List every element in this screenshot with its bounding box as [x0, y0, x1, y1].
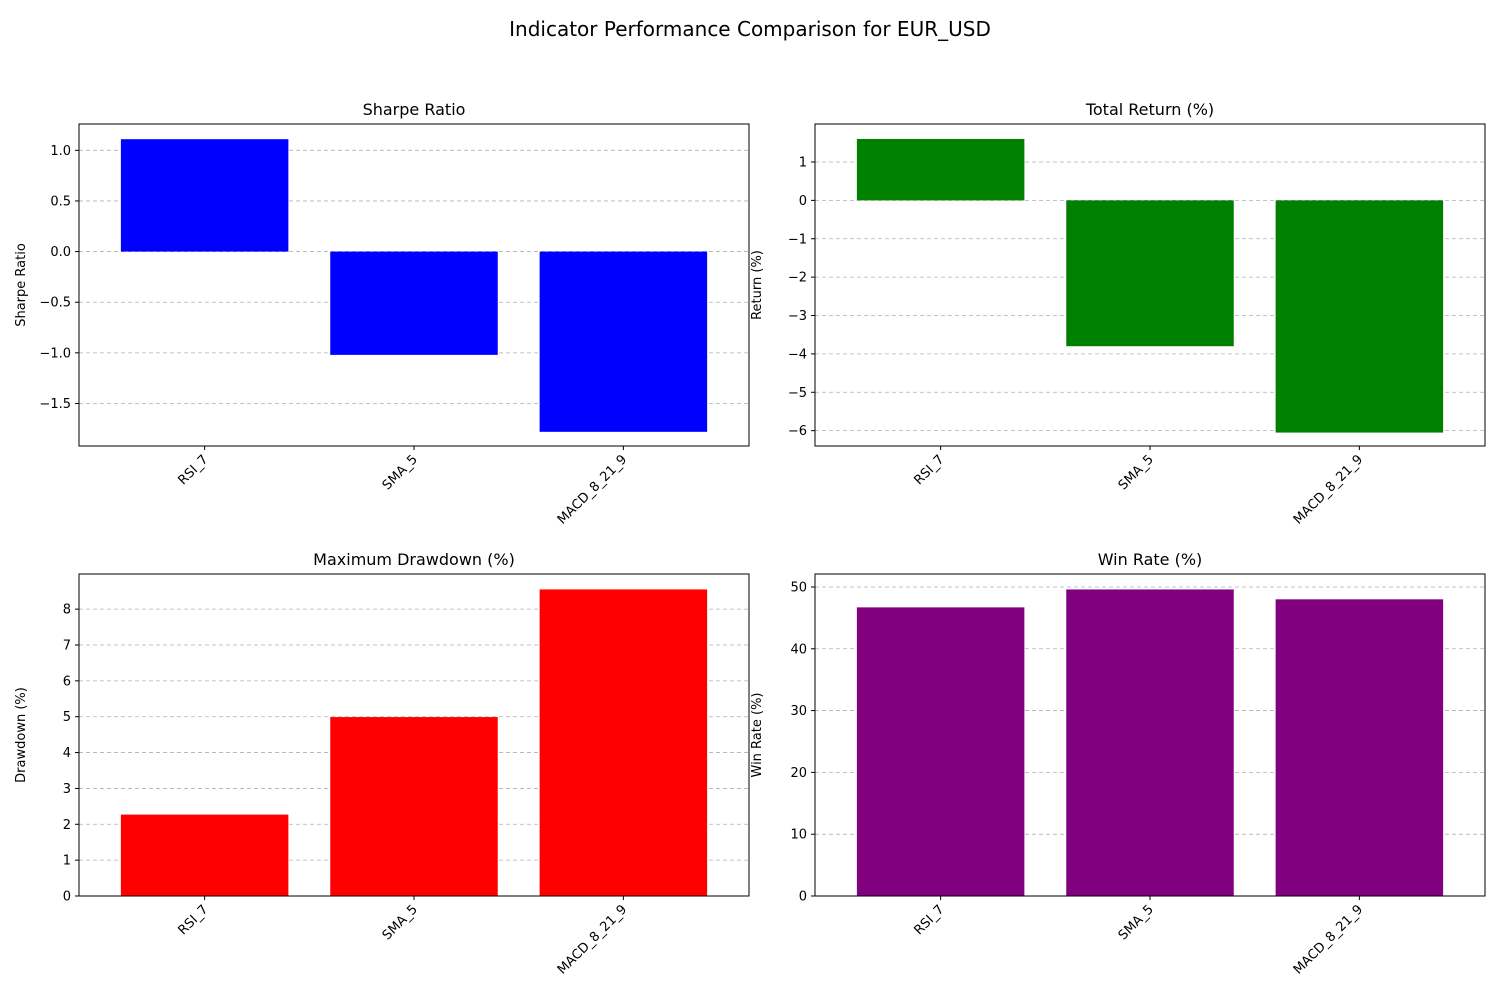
bar-macd-8-21-9 [1275, 599, 1444, 896]
bar-sma-5 [1066, 589, 1234, 896]
bar-rsi-7 [856, 607, 1025, 896]
y-tick-label: 7 [63, 638, 71, 653]
bar-macd-8-21-9 [1275, 200, 1444, 433]
figure-title: Indicator Performance Comparison for EUR… [509, 17, 991, 41]
subplot-title: Total Return (%) [1085, 100, 1214, 119]
y-axis-label: Sharpe Ratio [14, 243, 29, 327]
y-tick-label: 0.5 [50, 194, 71, 209]
y-tick-label: 4 [63, 746, 71, 761]
y-tick-label: 1 [63, 854, 71, 869]
y-tick-label: −3 [788, 309, 807, 324]
bar-rsi-7 [120, 814, 289, 896]
bar-sma-5 [1066, 200, 1234, 347]
y-tick-label: 5 [63, 710, 71, 725]
y-tick-label: 3 [63, 782, 71, 797]
y-tick-label: −6 [788, 424, 807, 439]
y-tick-label: −2 [788, 271, 807, 286]
bar-macd-8-21-9 [539, 589, 708, 896]
y-tick-label: 8 [63, 603, 71, 618]
y-axis-label: Drawdown (%) [14, 687, 29, 783]
y-tick-label: −1.0 [39, 346, 71, 361]
y-tick-label: 50 [790, 580, 807, 595]
y-tick-label: 0.0 [50, 245, 71, 260]
y-tick-label: 10 [790, 828, 807, 843]
y-tick-label: 0 [799, 890, 807, 905]
bar-macd-8-21-9 [539, 251, 708, 432]
y-tick-label: 30 [790, 704, 807, 719]
y-tick-label: 0 [799, 194, 807, 209]
y-tick-label: −0.5 [39, 296, 71, 311]
subplot-title: Sharpe Ratio [363, 100, 466, 119]
y-tick-label: −1.5 [39, 397, 71, 412]
bar-sma-5 [330, 251, 498, 355]
y-tick-label: 2 [63, 818, 71, 833]
y-tick-label: 6 [63, 674, 71, 689]
y-tick-label: 20 [790, 766, 807, 781]
y-tick-label: 0 [63, 890, 71, 905]
bar-rsi-7 [120, 139, 289, 252]
subplot-title: Maximum Drawdown (%) [313, 550, 515, 569]
bar-sma-5 [330, 717, 498, 896]
subplot-title: Win Rate (%) [1098, 550, 1203, 569]
y-tick-label: −5 [788, 386, 807, 401]
y-tick-label: 1 [799, 155, 807, 170]
y-tick-label: 1.0 [50, 144, 71, 159]
y-axis-label: Win Rate (%) [750, 693, 765, 778]
y-tick-label: −4 [788, 347, 807, 362]
y-tick-label: −1 [788, 232, 807, 247]
bar-rsi-7 [856, 138, 1025, 201]
y-tick-label: 40 [790, 642, 807, 657]
y-axis-label: Return (%) [750, 250, 765, 320]
